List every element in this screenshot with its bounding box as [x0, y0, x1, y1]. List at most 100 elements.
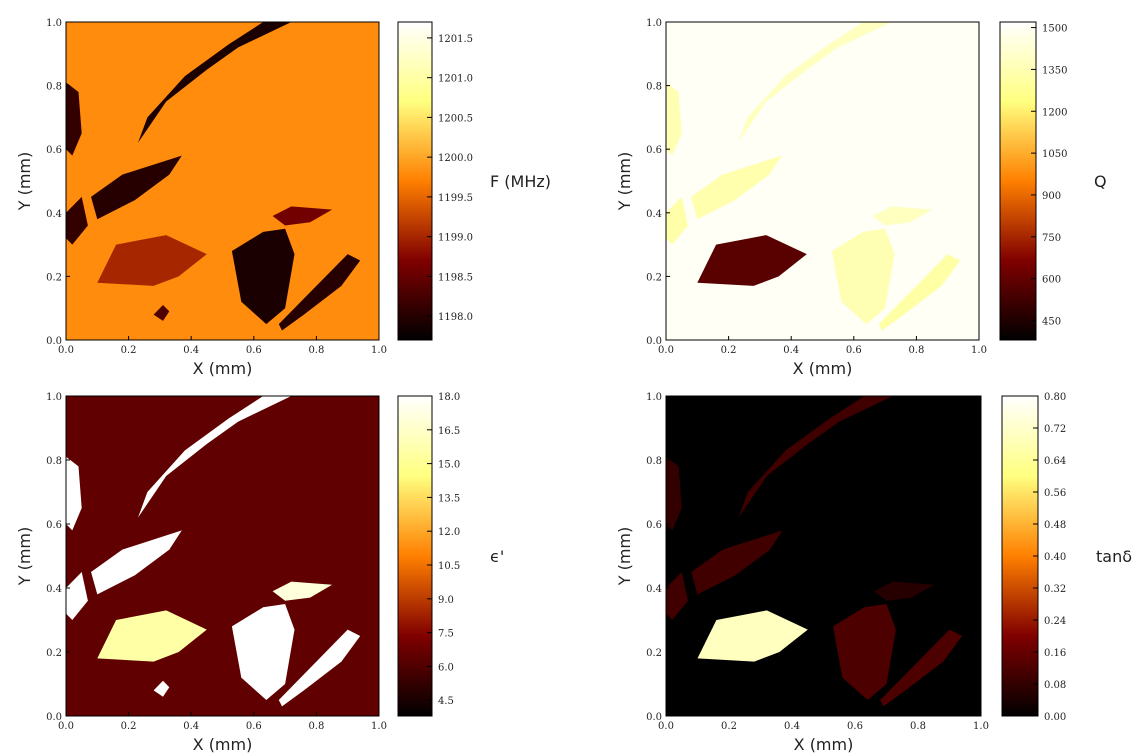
y-tick-label: 1.0 [46, 392, 62, 403]
heatmap-region-flake-mid-left [91, 155, 182, 220]
colorbar-tick-label: 750 [1042, 233, 1061, 244]
y-tick-label: 0.0 [46, 712, 62, 723]
y-tick-label: 1.0 [646, 18, 662, 29]
heatmap-region-flake-center [833, 604, 896, 700]
heatmap-region-flake-bottom-left [97, 235, 207, 286]
y-tick-label: 0.8 [46, 456, 62, 467]
y-axis-label: Y (mm) [615, 527, 634, 587]
x-tick-label: 0.0 [58, 721, 74, 732]
heatmap-region-flake-mid-left [691, 155, 782, 220]
heatmap-region-flake-bottom-left [97, 610, 207, 662]
x-tick-label: 0.8 [908, 345, 924, 356]
heatmap-region-flake-dot [153, 305, 170, 321]
colorbar-tick-label: 18.0 [438, 392, 460, 403]
x-tick-label: 0.0 [658, 345, 674, 356]
x-tick-label: 0.4 [784, 721, 800, 732]
x-tick-label: 0.8 [308, 345, 324, 356]
heatmap-region-flake-bottom-left [697, 235, 807, 286]
y-tick-label: 0.2 [46, 648, 62, 659]
plot-frame [65, 21, 380, 341]
colorbar-tick-label: 10.5 [438, 561, 460, 572]
heatmap-region-flake-right [278, 254, 361, 331]
y-tick-label: 0.8 [646, 82, 662, 93]
x-tick-label: 0.6 [846, 345, 862, 356]
colorbar-tick-label: 1201.5 [438, 34, 473, 45]
x-tick-label: 1.0 [371, 345, 387, 356]
x-tick-label: 0.0 [658, 721, 674, 732]
colorbar [397, 21, 433, 341]
y-axis-label: Y (mm) [615, 152, 634, 212]
x-tick-label: 1.0 [371, 721, 387, 732]
colorbar-tick-label: 0.16 [1044, 648, 1066, 659]
y-tick-label: 0.4 [646, 584, 662, 595]
x-tick-label: 0.6 [847, 721, 863, 732]
colorbar-tick-label: 13.5 [438, 493, 460, 504]
x-axis-label: X (mm) [193, 359, 253, 378]
heatmap-region-flake-right [278, 629, 361, 707]
colorbar-tick-label: 1198.5 [438, 272, 473, 283]
colorbar-tick-label: 6.0 [438, 662, 454, 673]
plot-frame [665, 21, 980, 341]
x-tick-label: 0.0 [58, 345, 74, 356]
colorbar [999, 21, 1037, 341]
colorbar-label: ϵ' [490, 547, 504, 566]
y-tick-label: 0.6 [646, 520, 662, 531]
colorbar-tick-label: 1200.0 [438, 153, 473, 164]
colorbar-label: F (MHz) [490, 172, 551, 191]
chart-loss-tangent: 0.0 0.2 0.4 0.6 0.8 1.0 0.0 0.2 0.4 0.6 0.8 1.0 X (m… [615, 392, 1132, 754]
y-tick-label: 0.4 [646, 209, 662, 220]
colorbar-tick-label: 900 [1042, 191, 1061, 202]
colorbar-tick-label: 0.80 [1044, 392, 1066, 403]
colorbar-tick-label: 15.0 [438, 460, 460, 471]
colorbar-tick-label: 0.08 [1044, 680, 1066, 691]
y-tick-label: 0.0 [46, 336, 62, 347]
plot-frame [665, 395, 982, 717]
x-axis-label: X (mm) [193, 735, 253, 754]
chart-frequency: 0.0 0.2 0.4 0.6 0.8 1.0 0.0 0.2 0.4 0.6 0.8 1.0 X (m… [15, 18, 551, 378]
colorbar-tick-label: 1198.0 [438, 312, 473, 323]
x-tick-label: 1.0 [971, 345, 987, 356]
plot-frame [65, 395, 380, 717]
heatmap-region-flake-center [231, 604, 295, 700]
colorbar-tick-label: 0.40 [1044, 552, 1066, 563]
heatmap-region-flake-small-right [272, 581, 333, 601]
colorbar-tick-label: 1500 [1042, 24, 1067, 35]
heatmap-region-flake-left-bottom [66, 572, 88, 620]
heatmap-region-flake-left-bottom [66, 196, 88, 245]
panel-q-factor: 0.0 0.2 0.4 0.6 0.8 1.0 0.0 0.2 0.4 0.6 0.8 1.0 X (m… [570, 0, 1143, 378]
heatmap-region-flake-left-bottom [666, 196, 688, 245]
heatmap-region-flake-center [831, 228, 895, 325]
heatmap-region-flake-small-right [272, 206, 333, 226]
x-tick-label: 0.2 [121, 721, 137, 732]
x-tick-label: 0.2 [721, 345, 737, 356]
heatmap-region-flake-mid-left [91, 530, 182, 595]
x-axis-label: X (mm) [794, 735, 854, 754]
colorbar-tick-label: 9.0 [438, 595, 454, 606]
x-axis-label: X (mm) [793, 359, 853, 378]
colorbar-tick-label: 1050 [1042, 149, 1067, 160]
colorbar-tick-label: 1350 [1042, 65, 1067, 76]
colorbar-label: tanδ [1096, 547, 1132, 566]
heatmap-region-flake-center [231, 228, 295, 325]
colorbar-tick-label: 7.5 [438, 629, 454, 640]
colorbar-tick-label: 1200.5 [438, 113, 473, 124]
colorbar-tick-label: 0.00 [1044, 712, 1066, 723]
y-tick-label: 0.0 [646, 336, 662, 347]
panel-permittivity: 0.0 0.2 0.4 0.6 0.8 1.0 0.0 0.2 0.4 0.6 0.8 1.0 X (m… [0, 378, 570, 756]
heatmap-region-flake-left-edge [66, 456, 82, 531]
y-tick-label: 0.6 [46, 145, 62, 156]
y-tick-label: 0.0 [646, 712, 662, 723]
colorbar-tick-label: 1201.0 [438, 74, 473, 85]
heatmap-region-flake-left-edge [66, 82, 82, 156]
x-tick-label: 0.6 [246, 721, 262, 732]
colorbar-label: Q [1094, 172, 1107, 191]
colorbar-tick-label: 0.48 [1044, 520, 1066, 531]
colorbar-tick-label: 4.5 [438, 696, 454, 707]
x-tick-label: 0.8 [308, 721, 324, 732]
colorbar-tick-label: 1199.0 [438, 233, 473, 244]
y-tick-label: 0.2 [646, 648, 662, 659]
x-tick-label: 0.6 [246, 345, 262, 356]
x-tick-label: 0.4 [783, 345, 799, 356]
y-tick-label: 0.6 [46, 520, 62, 531]
colorbar-tick-label: 1199.5 [438, 193, 473, 204]
